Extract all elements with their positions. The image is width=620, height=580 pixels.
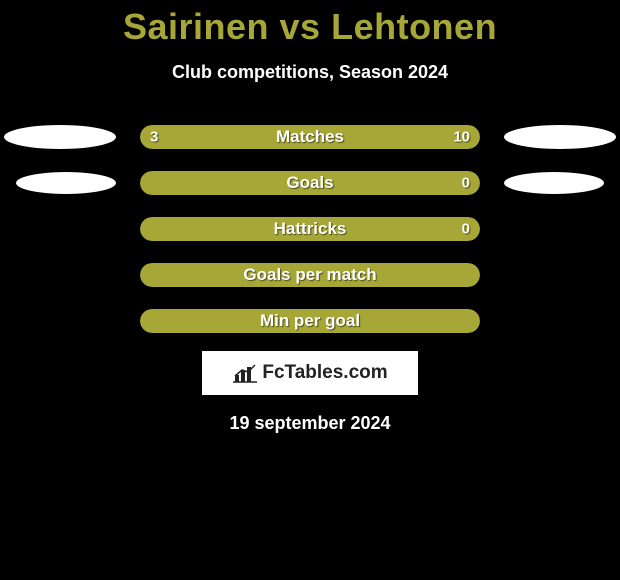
- title-player-right: Lehtonen: [331, 6, 497, 47]
- player-left-marker: [16, 172, 116, 194]
- stat-bar: Hattricks0: [140, 217, 480, 241]
- stat-row: Min per goal: [0, 309, 620, 333]
- stat-bar-fill-left: [140, 309, 310, 333]
- stat-bar-fill-left: [140, 217, 310, 241]
- subtitle: Club competitions, Season 2024: [0, 62, 620, 83]
- stat-row: Matches310: [0, 125, 620, 149]
- title-vs: vs: [280, 6, 321, 47]
- stat-row: Hattricks0: [0, 217, 620, 241]
- page-title: Sairinen vs Lehtonen: [0, 0, 620, 48]
- bar-chart-icon: [232, 363, 258, 383]
- stat-bar: Matches310: [140, 125, 480, 149]
- title-player-left: Sairinen: [123, 6, 269, 47]
- stat-bar-fill-right: [218, 125, 480, 149]
- stat-row: Goals per match: [0, 263, 620, 287]
- stat-bar: Goals0: [140, 171, 480, 195]
- stat-bar-fill-left: [140, 263, 310, 287]
- player-left-marker: [4, 125, 116, 149]
- watermark: FcTables.com: [202, 351, 418, 395]
- stat-bar-fill-right: [310, 309, 480, 333]
- stats-container: Matches310 Goals0 Hattricks0 Goals per matc…: [0, 125, 620, 333]
- stat-bar-fill-right: [310, 217, 480, 241]
- player-right-marker: [504, 172, 604, 194]
- stat-row: Goals0: [0, 171, 620, 195]
- stat-bar-fill-right: [310, 171, 480, 195]
- footer-date: 19 september 2024: [0, 413, 620, 434]
- stat-bar-fill-right: [310, 263, 480, 287]
- stat-bar-fill-left: [140, 171, 310, 195]
- watermark-text: FcTables.com: [262, 362, 387, 384]
- stat-bar: Goals per match: [140, 263, 480, 287]
- stat-bar: Min per goal: [140, 309, 480, 333]
- stat-bar-fill-left: [140, 125, 218, 149]
- player-right-marker: [504, 125, 616, 149]
